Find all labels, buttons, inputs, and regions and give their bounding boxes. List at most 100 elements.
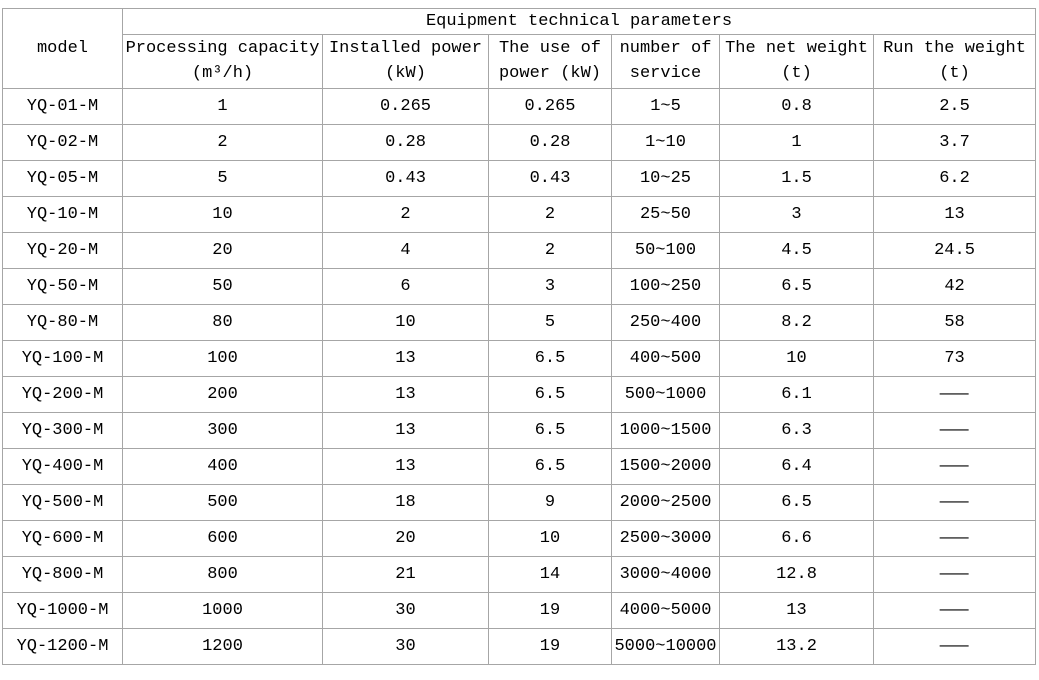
- param-cell: 200: [122, 376, 323, 413]
- cell-text: 500~1000: [624, 385, 707, 404]
- table-row: YQ-1200-M 1200 30 19 5000~10000 13.2 —: [2, 628, 1037, 665]
- param-cell: 0.28: [322, 124, 489, 161]
- param-cell: 3000~4000: [611, 556, 720, 593]
- param-cell: 8.2: [719, 304, 874, 341]
- param-cell: 4: [322, 232, 489, 269]
- param-cell: 0.28: [488, 124, 612, 161]
- param-cell: 6.2: [872, 160, 1037, 197]
- param-cell: 10: [488, 520, 612, 557]
- table-header: model Equipment technical parameters Pro…: [2, 8, 1037, 89]
- cell-text: 13: [395, 457, 416, 476]
- cell-text: 6.2: [939, 169, 970, 188]
- cell-text: 6.5: [534, 421, 566, 440]
- table-row: YQ-100-M 100 13 6.5 400~500 10 73: [2, 340, 1037, 377]
- table-columns-row: Processing capacity (m³/h) Installed pow…: [3, 34, 1037, 89]
- param-cell: 6.1: [719, 376, 874, 413]
- param-cell: 2: [322, 196, 489, 233]
- param-cell: —: [872, 376, 1037, 413]
- param-cell: 2: [488, 196, 612, 233]
- param-cell: 500: [122, 484, 323, 521]
- param-cell: 5: [488, 304, 612, 341]
- param-cell: 13: [872, 196, 1037, 233]
- param-cell: 3.7: [872, 124, 1037, 161]
- param-cell: 13: [322, 340, 489, 377]
- param-cell: 2500~3000: [611, 520, 720, 557]
- cell-text: 80: [212, 313, 233, 332]
- cell-text: 14: [539, 565, 561, 584]
- cell-text: 2: [217, 133, 228, 152]
- param-cell: 1~5: [611, 88, 720, 125]
- param-cell: 1500~2000: [611, 448, 720, 485]
- cell-text: 2500~3000: [619, 529, 712, 548]
- cell-text: 6.4: [781, 457, 812, 476]
- param-cell: 5: [122, 160, 323, 197]
- cell-text: 10: [212, 205, 233, 224]
- col-header-number-of-service: number of service: [611, 34, 720, 89]
- table-title: Equipment technical parameters: [121, 8, 1037, 35]
- param-cell: 1~10: [611, 124, 720, 161]
- param-cell: 58: [872, 304, 1037, 341]
- cell-text: 50: [212, 277, 233, 296]
- cell-text: 0.28: [529, 133, 571, 152]
- cell-text: 0.265: [524, 97, 576, 116]
- table-row: YQ-02-M 2 0.28 0.28 1~10 1 3.7: [2, 124, 1037, 161]
- param-cell: 21: [322, 556, 489, 593]
- param-cell: —: [872, 520, 1037, 557]
- param-cell: 30: [322, 592, 489, 629]
- model-cell: YQ-10-M: [2, 196, 123, 233]
- col-header-use-of-power: The use of power (kW): [488, 34, 612, 89]
- cell-text: 2000~2500: [619, 493, 712, 512]
- param-cell: 4000~5000: [611, 592, 720, 629]
- cell-text: 5: [544, 313, 556, 332]
- param-cell: 50: [122, 268, 323, 305]
- cell-text: 3.7: [939, 133, 970, 152]
- col-header-processing-capacity: Processing capacity (m³/h): [122, 34, 323, 89]
- param-cell: —: [872, 628, 1037, 665]
- param-cell: 500~1000: [611, 376, 720, 413]
- cell-text: YQ-05-M: [26, 169, 99, 188]
- param-cell: —: [872, 412, 1037, 449]
- cell-text: 1: [791, 133, 802, 152]
- cell-text: 0.43: [529, 169, 571, 188]
- cell-text: 6.6: [781, 529, 812, 548]
- param-cell: 80: [122, 304, 323, 341]
- cell-text: 18: [395, 493, 416, 512]
- param-cell: 50~100: [611, 232, 720, 269]
- cell-text: YQ-500-M: [21, 493, 104, 512]
- cell-text: 13: [395, 349, 416, 368]
- param-cell: 6.5: [488, 340, 612, 377]
- param-cell: 18: [322, 484, 489, 521]
- param-cell: 10~25: [611, 160, 720, 197]
- cell-text: YQ-50-M: [26, 277, 99, 296]
- cell-text: 100: [207, 349, 238, 368]
- model-cell: YQ-500-M: [2, 484, 123, 521]
- cell-text: 21: [395, 565, 416, 584]
- cell-text: 3: [544, 277, 556, 296]
- cell-text: 1000~1500: [619, 421, 712, 440]
- cell-text: 20: [395, 529, 416, 548]
- cell-text: 6.5: [534, 385, 566, 404]
- cell-text: 100~250: [629, 277, 702, 296]
- cell-text: 0.43: [385, 169, 426, 188]
- param-cell: 6.5: [719, 268, 874, 305]
- col-header-model: model: [2, 8, 123, 89]
- param-cell: 100~250: [611, 268, 720, 305]
- cell-text: 24.5: [934, 241, 975, 260]
- cell-text: 30: [395, 637, 416, 656]
- model-cell: YQ-05-M: [2, 160, 123, 197]
- cell-text: 1~10: [645, 133, 686, 152]
- param-cell: 6.4: [719, 448, 874, 485]
- param-cell: 10: [719, 340, 874, 377]
- table-row: YQ-500-M 500 18 9 2000~2500 6.5 —: [2, 484, 1037, 521]
- model-cell: YQ-20-M: [2, 232, 123, 269]
- cell-text: 800: [207, 565, 238, 584]
- param-cell: 19: [488, 628, 612, 665]
- cell-text: YQ-02-M: [26, 133, 99, 152]
- param-cell: 20: [322, 520, 489, 557]
- table-row: YQ-800-M 800 21 14 3000~4000 12.8 —: [2, 556, 1037, 593]
- cell-text: 3000~4000: [619, 565, 712, 584]
- table-row: YQ-600-M 600 20 10 2500~3000 6.6 —: [2, 520, 1037, 557]
- param-cell: 3: [488, 268, 612, 305]
- param-cell: 800: [122, 556, 323, 593]
- param-cell: 250~400: [611, 304, 720, 341]
